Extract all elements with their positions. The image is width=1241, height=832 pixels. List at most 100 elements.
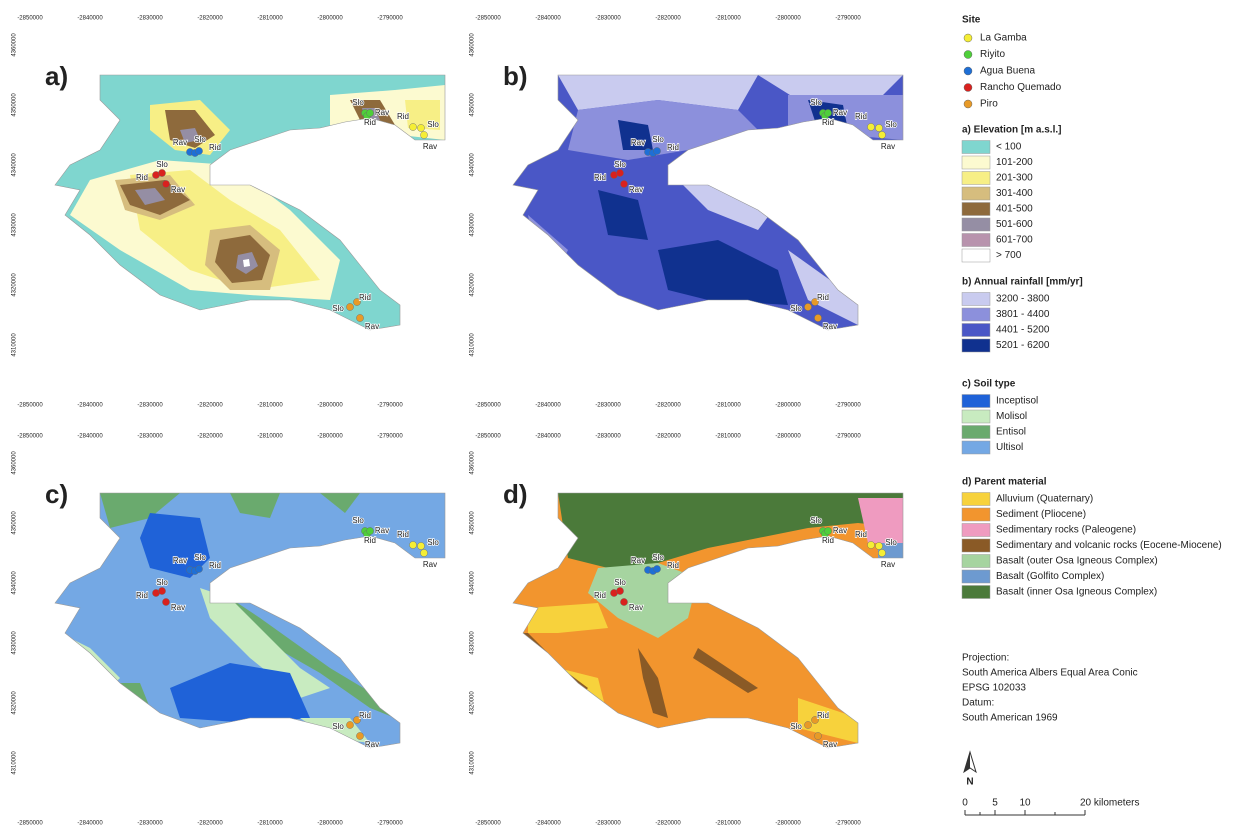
site-label: Rid	[364, 118, 376, 127]
x-coord-label: -2840000	[77, 403, 103, 409]
x-coord-label: -2790000	[377, 16, 403, 22]
region	[758, 75, 903, 100]
x-coord-label: -2810000	[715, 16, 741, 22]
site-label: Rid	[667, 143, 679, 152]
region	[405, 100, 440, 130]
site-point	[824, 527, 832, 535]
legend-swatch	[961, 202, 991, 216]
site-label: Rav	[375, 526, 389, 535]
legend-label: La Gamba	[980, 33, 1027, 44]
y-coord-label: 4340000	[12, 153, 18, 177]
site-point	[420, 549, 428, 557]
map-layer	[55, 75, 445, 330]
y-coord-label: 4330000	[470, 213, 476, 237]
site-label: Rav	[173, 556, 187, 565]
y-coord-label: 4330000	[12, 213, 18, 237]
y-coord-label: 4340000	[470, 571, 476, 595]
legend-label: 501-600	[996, 219, 1033, 230]
legend-label: 4401 - 5200	[996, 325, 1050, 336]
site-point	[417, 124, 425, 132]
site-point	[158, 169, 166, 177]
legend-label: Ultisol	[996, 442, 1023, 453]
region	[220, 598, 395, 718]
site-point	[867, 541, 875, 549]
site-label: Rid	[397, 112, 409, 121]
legend-swatch	[961, 338, 991, 353]
region	[243, 259, 250, 267]
x-coord-label: -2810000	[257, 821, 283, 827]
x-coord-label: -2840000	[535, 16, 561, 22]
legend-label: 601-700	[996, 235, 1033, 246]
legend-swatch	[961, 409, 991, 424]
site-label: Slo	[614, 160, 626, 169]
site-label: Rid	[136, 591, 148, 600]
region	[140, 513, 210, 578]
map-layer	[55, 493, 445, 748]
region	[135, 188, 165, 205]
site-label: Rid	[822, 536, 834, 545]
region	[180, 128, 200, 143]
x-coord-label: -2850000	[475, 821, 501, 827]
site-point	[878, 549, 886, 557]
legend-marker	[963, 83, 973, 92]
map-panel: -2850000 -2850000 -2840000 -2840000 -2830000…	[12, 16, 446, 409]
region	[558, 493, 903, 568]
site-point	[653, 147, 661, 155]
scale-bar	[964, 810, 1086, 816]
site-point	[366, 527, 374, 535]
region	[658, 240, 788, 305]
panel-label: a)	[45, 61, 68, 91]
site-label: Rav	[833, 108, 847, 117]
north-arrow	[963, 750, 977, 774]
y-coord-label: 4320000	[470, 691, 476, 715]
x-coord-label: -2790000	[377, 821, 403, 827]
legend-label: Sediment (Pliocene)	[996, 509, 1086, 520]
site-label: Slo	[652, 553, 664, 562]
projection-text: South America Albers Equal Area Conic	[962, 668, 1138, 679]
y-coord-label: 4350000	[470, 511, 476, 535]
x-coord-label: -2850000	[17, 16, 43, 22]
y-coord-label: 4320000	[12, 273, 18, 297]
site-label: Rav	[631, 556, 645, 565]
x-coord-label: -2790000	[835, 821, 861, 827]
legend-title: a) Elevation [m a.s.l.]	[962, 125, 1061, 136]
site-point	[804, 721, 812, 729]
legend-label: 5201 - 6200	[996, 340, 1050, 351]
legend-title: Site	[962, 15, 981, 26]
site-label: Rav	[171, 603, 185, 612]
site-label: Rid	[594, 173, 606, 182]
x-coord-label: -2810000	[715, 403, 741, 409]
site-label: Rav	[375, 108, 389, 117]
site-label: Slo	[427, 538, 439, 547]
site-point	[804, 303, 812, 311]
x-coord-label: -2820000	[197, 434, 223, 440]
x-coord-label: -2820000	[655, 821, 681, 827]
x-coord-label: -2800000	[317, 434, 343, 440]
site-point	[653, 565, 661, 573]
region	[858, 498, 903, 543]
legend-swatch	[961, 507, 991, 522]
x-coord-label: -2820000	[655, 16, 681, 22]
site-point	[195, 565, 203, 573]
site-label: Slo	[810, 98, 822, 107]
projection-text: Datum:	[962, 698, 994, 709]
site-label: Slo	[885, 538, 897, 547]
scale-label: 5	[992, 798, 998, 809]
site-label: Rav	[823, 322, 837, 331]
legend-label: Basalt (inner Osa Igneous Complex)	[996, 587, 1157, 598]
site-point	[195, 147, 203, 155]
site-point	[616, 169, 624, 177]
site-point	[353, 298, 361, 306]
panel-label: b)	[503, 61, 528, 91]
legend-swatch	[961, 394, 991, 408]
site-point	[814, 732, 822, 740]
x-coord-label: -2850000	[475, 403, 501, 409]
x-coord-label: -2840000	[535, 403, 561, 409]
scale-label: 10	[1019, 798, 1031, 809]
y-coord-label: 4310000	[12, 751, 18, 775]
site-point	[875, 124, 883, 132]
region	[528, 603, 608, 633]
site-label: Rav	[823, 740, 837, 749]
legend-label: 201-300	[996, 173, 1033, 184]
site-label: Rid	[359, 293, 371, 302]
